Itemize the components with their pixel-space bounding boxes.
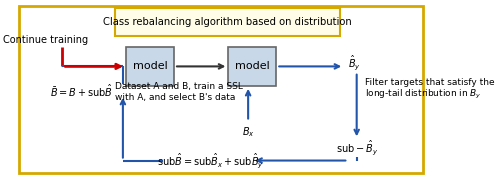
Text: Class rebalancing algorithm based on distribution: Class rebalancing algorithm based on dis… — [103, 17, 352, 27]
Text: $\bar{B}=B+\mathrm{sub}\hat{B}$: $\bar{B}=B+\mathrm{sub}\hat{B}$ — [50, 83, 112, 99]
Text: model: model — [235, 61, 270, 71]
Text: $\mathrm{sub}\hat{B}=\mathrm{sub}\hat{B}_x+\mathrm{sub}\hat{B}_y$: $\mathrm{sub}\hat{B}=\mathrm{sub}\hat{B}… — [157, 151, 264, 170]
FancyBboxPatch shape — [126, 47, 174, 86]
Text: Filter targets that satisfy the
long-tail distribution in $B_y$: Filter targets that satisfy the long-tai… — [365, 78, 494, 101]
Text: $\hat{B}_y$: $\hat{B}_y$ — [348, 54, 361, 72]
Text: Dataset A and B, train a SSL
with A, and select B's data: Dataset A and B, train a SSL with A, and… — [114, 82, 242, 102]
Text: Continue training: Continue training — [3, 35, 88, 45]
FancyBboxPatch shape — [114, 8, 340, 36]
FancyBboxPatch shape — [228, 47, 276, 86]
Text: $\mathrm{sub}-\hat{B}_y$: $\mathrm{sub}-\hat{B}_y$ — [336, 139, 378, 157]
Text: $B_x$: $B_x$ — [242, 125, 254, 139]
Text: model: model — [132, 61, 168, 71]
